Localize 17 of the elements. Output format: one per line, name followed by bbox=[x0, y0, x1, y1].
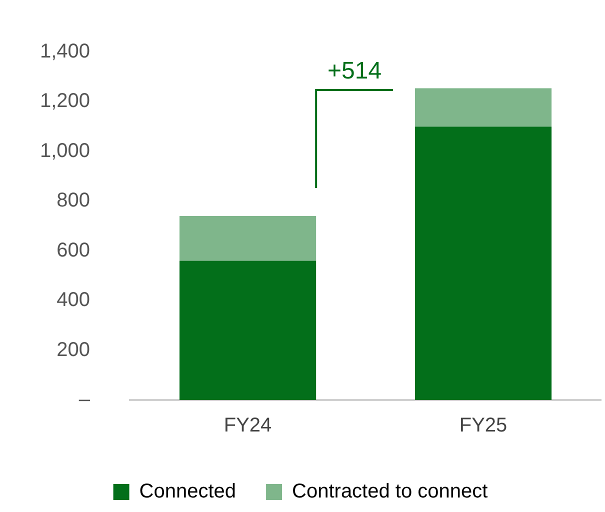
y-tick-label: 1,000 bbox=[40, 140, 90, 162]
y-tick-label: 400 bbox=[56, 289, 90, 312]
annotation: +514 bbox=[327, 58, 382, 85]
bar bbox=[180, 260, 316, 400]
bar bbox=[180, 216, 316, 261]
y-tick-label: 1,200 bbox=[40, 90, 90, 112]
y-tick-label: 800 bbox=[56, 190, 90, 212]
x-tick-label: FY25 bbox=[459, 414, 508, 437]
legend-label: Connected bbox=[139, 480, 236, 503]
y-tick-label: 1,400 bbox=[40, 40, 90, 63]
y-tick-label: – bbox=[78, 388, 91, 411]
y-tick-label: 600 bbox=[56, 239, 90, 262]
bar bbox=[414, 88, 552, 127]
x-tick-label: FY24 bbox=[224, 414, 272, 437]
y-tick-label: 200 bbox=[56, 338, 90, 361]
legend-label: Contracted to connect bbox=[292, 480, 488, 503]
bar bbox=[414, 126, 552, 400]
